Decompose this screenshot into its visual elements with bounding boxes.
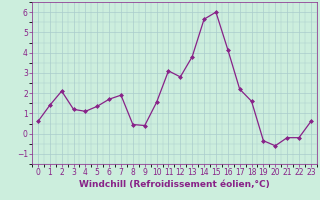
- X-axis label: Windchill (Refroidissement éolien,°C): Windchill (Refroidissement éolien,°C): [79, 180, 270, 189]
